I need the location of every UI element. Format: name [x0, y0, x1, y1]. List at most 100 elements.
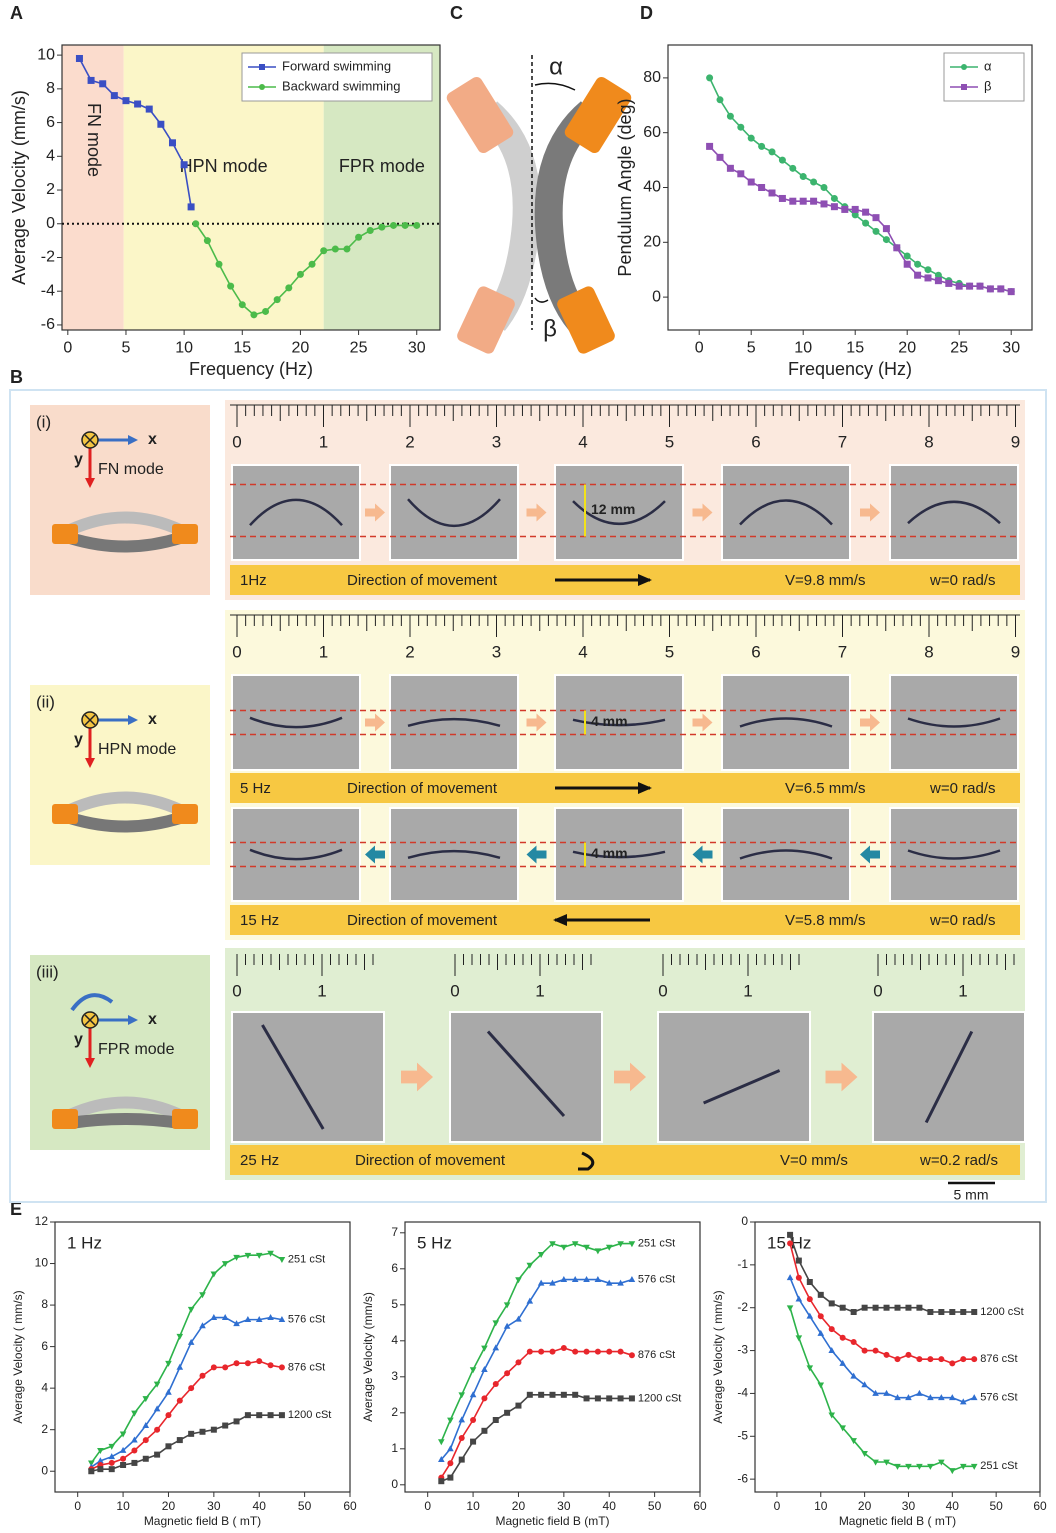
data-point	[268, 1362, 274, 1368]
series-line	[91, 1415, 282, 1471]
data-point	[309, 261, 316, 268]
data-point	[211, 1364, 217, 1370]
x-tick-label: 30	[408, 340, 426, 357]
data-point	[390, 222, 397, 229]
series-label: 1200 cSt	[638, 1392, 681, 1404]
data-point	[216, 261, 223, 268]
y-tick-label: 10	[35, 1256, 49, 1270]
x-tick-label: 20	[858, 1499, 872, 1513]
data-point	[706, 74, 713, 81]
data-point	[355, 234, 362, 241]
y-tick-label: 40	[643, 179, 661, 196]
x-tick-label: 15	[846, 340, 864, 357]
data-point	[769, 189, 776, 196]
x-tick-label: 60	[693, 1499, 707, 1513]
data-point	[262, 308, 269, 315]
data-point	[935, 277, 942, 284]
data-point	[925, 274, 932, 281]
data-point	[927, 1309, 933, 1315]
data-point	[515, 1403, 521, 1409]
x-axis-label: Frequency (Hz)	[189, 359, 313, 379]
data-point	[192, 220, 199, 227]
data-point	[862, 209, 869, 216]
data-point	[250, 311, 257, 318]
data-point	[873, 1305, 879, 1311]
series-label: 251 cSt	[288, 1253, 325, 1265]
data-point	[595, 1248, 602, 1254]
data-point	[256, 1412, 262, 1418]
data-point	[447, 1460, 453, 1466]
data-point	[245, 1360, 251, 1366]
data-point	[200, 1429, 206, 1435]
data-point	[470, 1367, 477, 1373]
data-point	[949, 1360, 955, 1366]
data-point	[481, 1428, 487, 1434]
data-point	[810, 179, 817, 186]
data-point	[458, 1392, 465, 1398]
image-frame	[232, 808, 360, 901]
x-tick-label: 30	[1002, 340, 1020, 357]
data-point	[787, 1305, 794, 1311]
x-tick-label: 20	[162, 1499, 176, 1513]
mode-label: HPN mode	[98, 741, 176, 758]
velocity-label: V=0 mm/s	[780, 1152, 848, 1169]
series-label: 576 cSt	[288, 1314, 325, 1326]
model-cap	[52, 804, 78, 824]
data-point	[841, 206, 848, 213]
rotation-label: w=0 rad/s	[929, 912, 995, 929]
data-point	[481, 1395, 487, 1401]
ruler-label: 1	[317, 981, 326, 1000]
data-point	[796, 1296, 803, 1302]
data-point	[717, 96, 724, 103]
data-point	[840, 1305, 846, 1311]
data-point	[332, 246, 339, 253]
data-point	[914, 261, 921, 268]
data-point	[267, 1314, 274, 1320]
data-point	[717, 154, 724, 161]
data-point	[737, 124, 744, 131]
legend-label: α	[984, 58, 992, 73]
series-line	[790, 1278, 974, 1402]
data-point	[320, 247, 327, 254]
axis-y-label: y	[74, 1031, 83, 1048]
data-point	[789, 198, 796, 205]
data-point	[181, 161, 188, 168]
axis-y-label: y	[74, 451, 83, 468]
data-point	[120, 1456, 126, 1462]
data-point	[706, 143, 713, 150]
data-point	[769, 148, 776, 155]
direction-label: Direction of movement	[355, 1152, 506, 1169]
row-tag: (iii)	[36, 962, 59, 981]
row-background	[30, 405, 210, 595]
y-axis-label: Average Velocity (mm/s)	[361, 1292, 375, 1422]
data-point	[177, 1437, 183, 1443]
y-tick-label: 6	[41, 1339, 48, 1353]
data-point	[550, 1392, 556, 1398]
data-point	[949, 1468, 956, 1474]
alpha-label: α	[549, 53, 563, 80]
data-point	[895, 1356, 901, 1362]
y-tick-label: 60	[643, 124, 661, 141]
image-frame	[232, 675, 360, 770]
y-tick-label: 12	[35, 1214, 49, 1228]
ruler-label: 9	[1011, 642, 1020, 661]
x-tick-label: 50	[648, 1499, 662, 1513]
model-cap	[172, 524, 198, 544]
data-point	[527, 1349, 533, 1355]
data-point	[188, 1385, 194, 1391]
data-point	[279, 1412, 285, 1418]
image-frame	[722, 675, 850, 770]
data-point	[971, 1394, 978, 1400]
ruler-label: 8	[924, 642, 933, 661]
series-line	[441, 1395, 632, 1481]
data-point	[873, 214, 880, 221]
data-point	[727, 113, 734, 120]
data-point	[274, 296, 281, 303]
y-tick-label: 5	[391, 1297, 398, 1311]
mode-label: FN mode	[98, 461, 164, 478]
x-tick-label: 20	[512, 1499, 526, 1513]
data-point	[971, 1356, 977, 1362]
data-point	[492, 1320, 499, 1326]
image-frame	[722, 465, 850, 560]
data-point	[470, 1439, 476, 1445]
